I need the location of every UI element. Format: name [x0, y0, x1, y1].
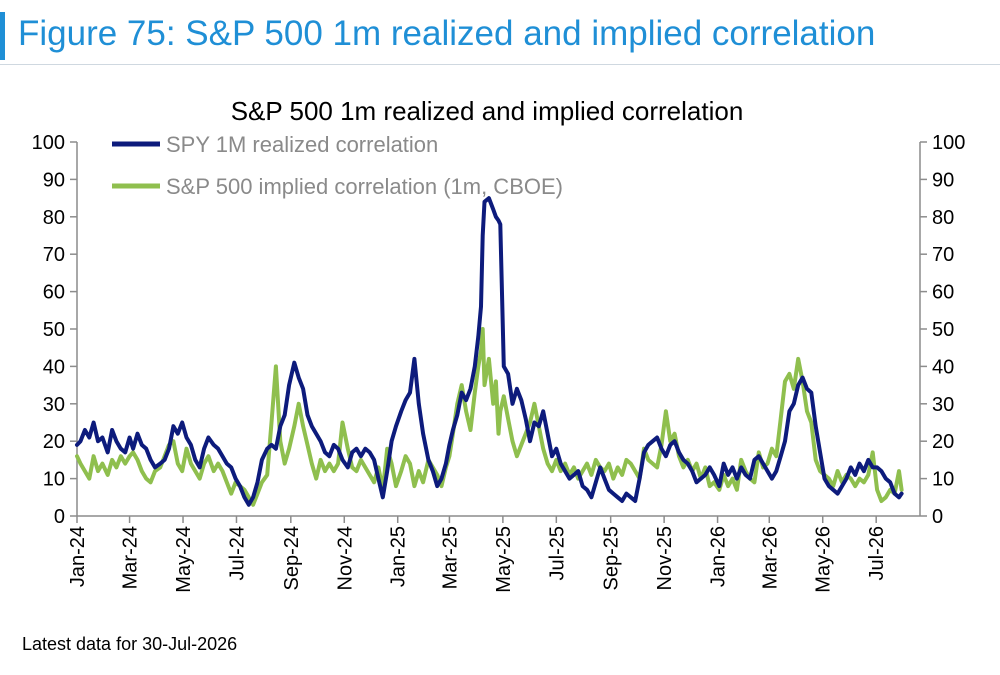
series-line-implied [75, 327, 904, 507]
x-tick-label: Sep-24 [281, 526, 303, 591]
chart-title: S&P 500 1m realized and implied correlat… [231, 96, 744, 126]
y-tick-label-right: 30 [932, 394, 954, 416]
series-layer [75, 196, 904, 507]
x-tick-label: May-24 [173, 526, 195, 593]
y-tick-label-right: 60 [932, 282, 954, 304]
figure-title: Figure 75: S&P 500 1m realized and impli… [18, 14, 876, 53]
y-tick-label-right: 10 [932, 469, 954, 491]
y-tick-label-right: 20 [932, 431, 954, 453]
x-tick-label: May-25 [493, 526, 515, 593]
x-tick-label: Sep-25 [601, 526, 623, 591]
x-tick-label: Mar-26 [759, 526, 781, 589]
chart-axes: 0 0 10 10 20 20 30 30 40 40 50 50 60 60 70 70 80 80 90 90 10… [32, 132, 966, 593]
series-line-realized [75, 196, 904, 507]
y-tick-label-left: 20 [43, 431, 65, 453]
y-tick-label-right: 100 [932, 132, 965, 154]
y-tick-label-right: 70 [932, 244, 954, 266]
legend: SPY 1M realized correlation S&P 500 impli… [112, 132, 563, 199]
x-tick-label: Jan-26 [708, 526, 730, 587]
y-tick-label-right: 0 [932, 506, 943, 528]
x-tick-label: May-26 [813, 526, 835, 593]
y-tick-label-left: 90 [43, 169, 65, 191]
x-tick-label: Jan-25 [388, 526, 410, 587]
y-tick-label-right: 40 [932, 356, 954, 378]
x-tick-label: Jul-25 [546, 526, 568, 580]
footer-note: Latest data for 30-Jul-2026 [22, 634, 238, 654]
y-tick-label-left: 50 [43, 319, 65, 341]
y-tick-label-left: 70 [43, 244, 65, 266]
y-tick-label-left: 10 [43, 469, 65, 491]
x-tick-label: Jul-26 [866, 526, 888, 580]
y-tick-label-left: 40 [43, 356, 65, 378]
x-tick-label: Jul-24 [226, 526, 248, 580]
x-tick-label: Jan-24 [67, 526, 89, 587]
figure-divider [0, 64, 1000, 65]
x-tick-label: Nov-25 [654, 526, 676, 590]
legend-realized-label: SPY 1M realized correlation [166, 132, 438, 157]
x-tick-label: Mar-24 [120, 526, 142, 589]
figure-accent-bar [0, 12, 5, 60]
y-tick-label-left: 60 [43, 282, 65, 304]
y-tick-label-right: 50 [932, 319, 954, 341]
y-tick-label-left: 30 [43, 394, 65, 416]
y-tick-label-left: 0 [54, 506, 65, 528]
y-tick-label-right: 80 [932, 207, 954, 229]
y-tick-label-right: 90 [932, 169, 954, 191]
x-tick-label: Nov-24 [334, 526, 356, 590]
y-tick-label-left: 100 [32, 132, 65, 154]
x-tick-label: Mar-25 [439, 526, 461, 589]
legend-implied-label: S&P 500 implied correlation (1m, CBOE) [166, 174, 563, 199]
y-tick-label-left: 80 [43, 207, 65, 229]
